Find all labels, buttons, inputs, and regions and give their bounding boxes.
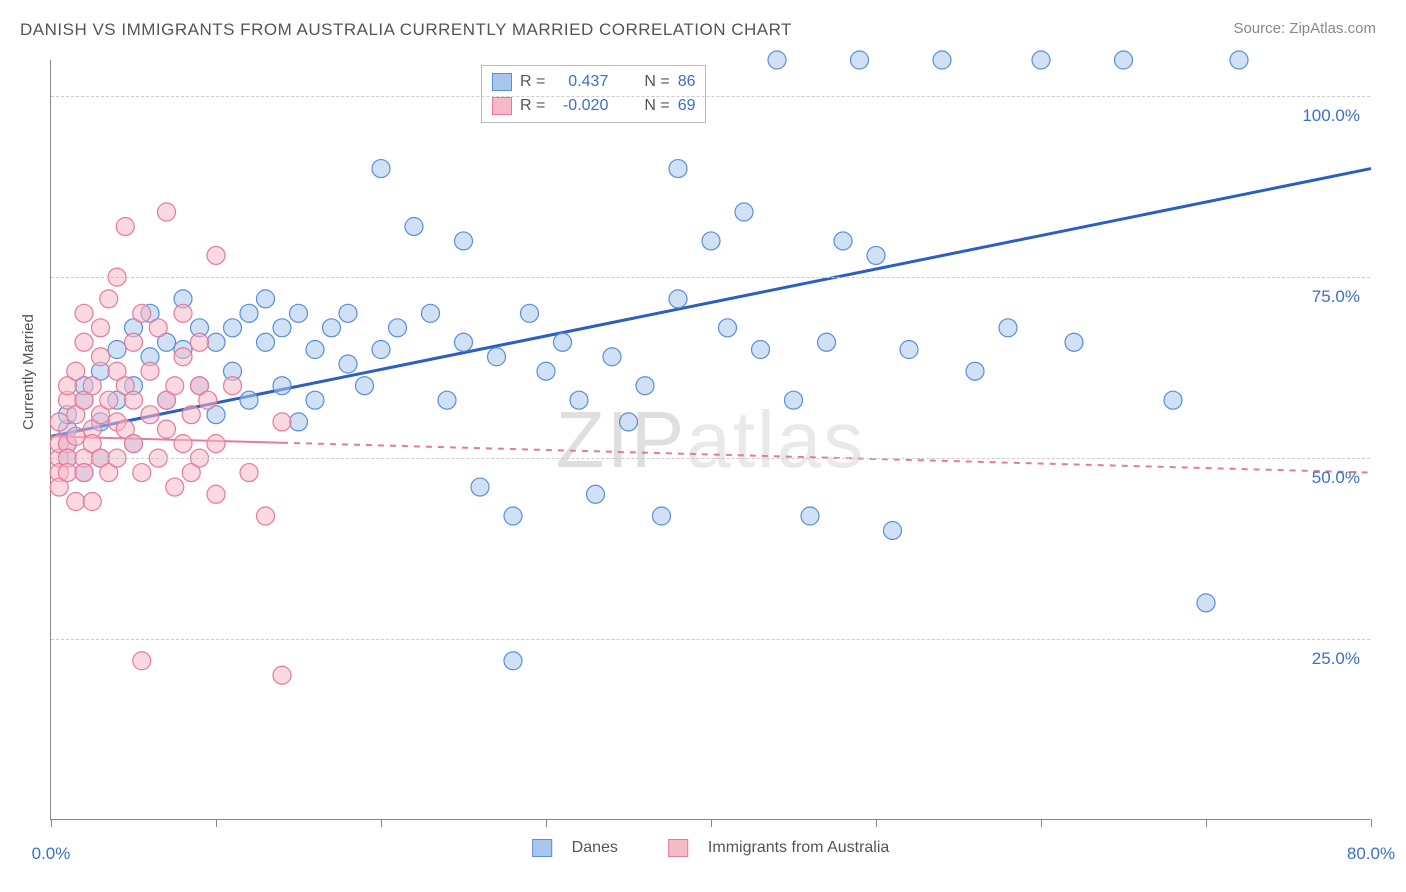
chart-title: DANISH VS IMMIGRANTS FROM AUSTRALIA CURR… [20, 20, 792, 40]
y-tick-label: 100.0% [1302, 106, 1360, 126]
source-attribution: Source: ZipAtlas.com [1233, 20, 1376, 37]
chart-svg [51, 60, 1370, 819]
legend-label-danes: Danes [572, 839, 618, 857]
x-tick [1206, 819, 1207, 827]
x-tick [381, 819, 382, 827]
x-tick [1371, 819, 1372, 827]
y-tick-label: 50.0% [1312, 468, 1360, 488]
y-tick-label: 25.0% [1312, 649, 1360, 669]
gridline [51, 96, 1370, 97]
gridline [51, 458, 1370, 459]
x-tick [876, 819, 877, 827]
legend-label-immigrants: Immigrants from Australia [708, 839, 889, 857]
y-tick-label: 75.0% [1312, 287, 1360, 307]
x-tick [546, 819, 547, 827]
x-tick-label: 0.0% [32, 844, 71, 864]
x-tick [1041, 819, 1042, 827]
swatch-danes [532, 839, 552, 857]
swatch-immigrants [668, 839, 688, 857]
y-axis-label: Currently Married [20, 314, 37, 430]
x-tick-label: 80.0% [1347, 844, 1395, 864]
gridline [51, 639, 1370, 640]
gridline [51, 277, 1370, 278]
plot-area: ZIPatlas R = 0.437 N = 86 R = -0.020 N =… [50, 60, 1370, 820]
x-tick [51, 819, 52, 827]
x-tick [711, 819, 712, 827]
x-tick [216, 819, 217, 827]
series-legend: Danes Immigrants from Australia [532, 839, 890, 857]
